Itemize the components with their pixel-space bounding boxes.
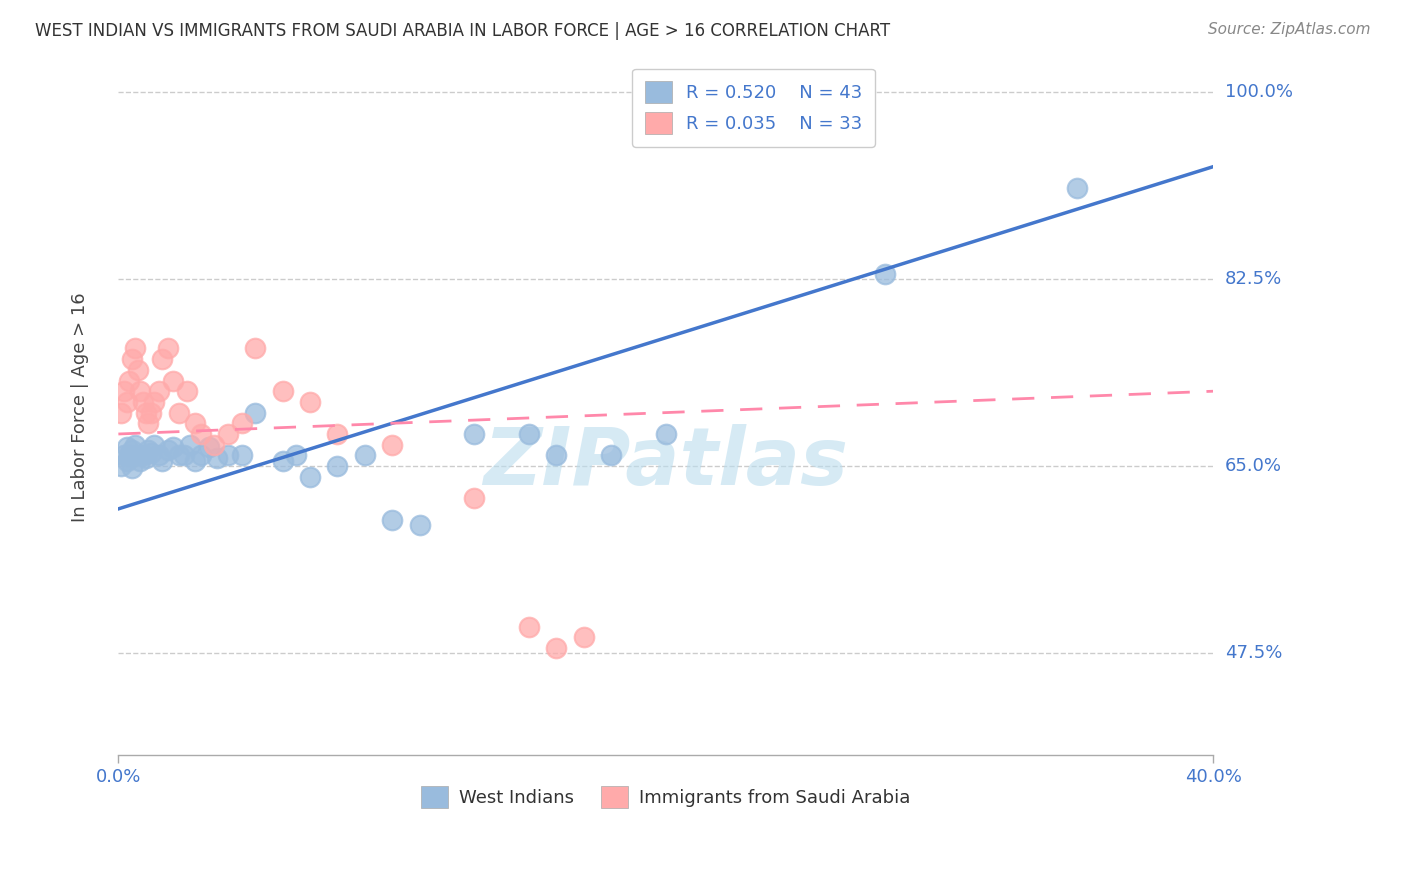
- Point: [202, 438, 225, 452]
- Point: [143, 395, 166, 409]
- Point: [205, 450, 228, 465]
- Point: [115, 395, 138, 409]
- Point: [118, 449, 141, 463]
- Point: [190, 449, 212, 463]
- Point: [298, 395, 321, 409]
- Point: [190, 427, 212, 442]
- Point: [167, 406, 190, 420]
- Point: [179, 438, 201, 452]
- Point: [173, 449, 195, 463]
- Point: [132, 395, 155, 409]
- Point: [129, 384, 152, 399]
- Point: [127, 449, 149, 463]
- Point: [118, 374, 141, 388]
- Point: [1066, 181, 1088, 195]
- Point: [184, 417, 207, 431]
- Point: [132, 449, 155, 463]
- Point: [517, 427, 540, 442]
- Point: [298, 470, 321, 484]
- Point: [115, 454, 138, 468]
- Point: [124, 438, 146, 452]
- Point: [353, 449, 375, 463]
- Point: [271, 454, 294, 468]
- Text: In Labor Force | Age > 16: In Labor Force | Age > 16: [72, 293, 89, 522]
- Text: Source: ZipAtlas.com: Source: ZipAtlas.com: [1208, 22, 1371, 37]
- Point: [141, 446, 163, 460]
- Point: [381, 512, 404, 526]
- Legend: West Indians, Immigrants from Saudi Arabia: West Indians, Immigrants from Saudi Arab…: [413, 779, 918, 815]
- Point: [197, 440, 219, 454]
- Text: WEST INDIAN VS IMMIGRANTS FROM SAUDI ARABIA IN LABOR FORCE | AGE > 16 CORRELATIO: WEST INDIAN VS IMMIGRANTS FROM SAUDI ARA…: [35, 22, 890, 40]
- Point: [127, 363, 149, 377]
- Point: [150, 454, 173, 468]
- Point: [271, 384, 294, 399]
- Point: [162, 374, 184, 388]
- Point: [231, 449, 253, 463]
- Point: [148, 449, 170, 463]
- Point: [112, 449, 135, 463]
- Point: [231, 417, 253, 431]
- Text: ZIPatlas: ZIPatlas: [484, 424, 848, 502]
- Point: [326, 427, 349, 442]
- Point: [121, 443, 143, 458]
- Point: [141, 406, 163, 420]
- Point: [326, 459, 349, 474]
- Point: [572, 630, 595, 644]
- Point: [245, 342, 267, 356]
- Point: [408, 517, 430, 532]
- Point: [217, 427, 239, 442]
- Text: 82.5%: 82.5%: [1225, 270, 1282, 288]
- Point: [110, 459, 132, 474]
- Point: [135, 450, 157, 465]
- Point: [156, 443, 179, 458]
- Point: [167, 449, 190, 463]
- Point: [600, 449, 623, 463]
- Text: 65.0%: 65.0%: [1225, 457, 1282, 475]
- Point: [546, 640, 568, 655]
- Point: [156, 342, 179, 356]
- Point: [285, 449, 308, 463]
- Point: [463, 491, 485, 505]
- Point: [112, 384, 135, 399]
- Point: [176, 384, 198, 399]
- Point: [162, 440, 184, 454]
- Point: [245, 406, 267, 420]
- Point: [184, 454, 207, 468]
- Point: [115, 440, 138, 454]
- Point: [381, 438, 404, 452]
- Point: [135, 406, 157, 420]
- Point: [110, 406, 132, 420]
- Point: [124, 342, 146, 356]
- Point: [121, 352, 143, 367]
- Point: [138, 417, 160, 431]
- Point: [138, 443, 160, 458]
- Point: [143, 438, 166, 452]
- Point: [129, 454, 152, 468]
- Point: [655, 427, 678, 442]
- Point: [217, 449, 239, 463]
- Point: [517, 619, 540, 633]
- Point: [121, 461, 143, 475]
- Text: 47.5%: 47.5%: [1225, 644, 1282, 662]
- Point: [546, 449, 568, 463]
- Point: [463, 427, 485, 442]
- Point: [148, 384, 170, 399]
- Point: [873, 267, 896, 281]
- Point: [150, 352, 173, 367]
- Text: 100.0%: 100.0%: [1225, 83, 1292, 101]
